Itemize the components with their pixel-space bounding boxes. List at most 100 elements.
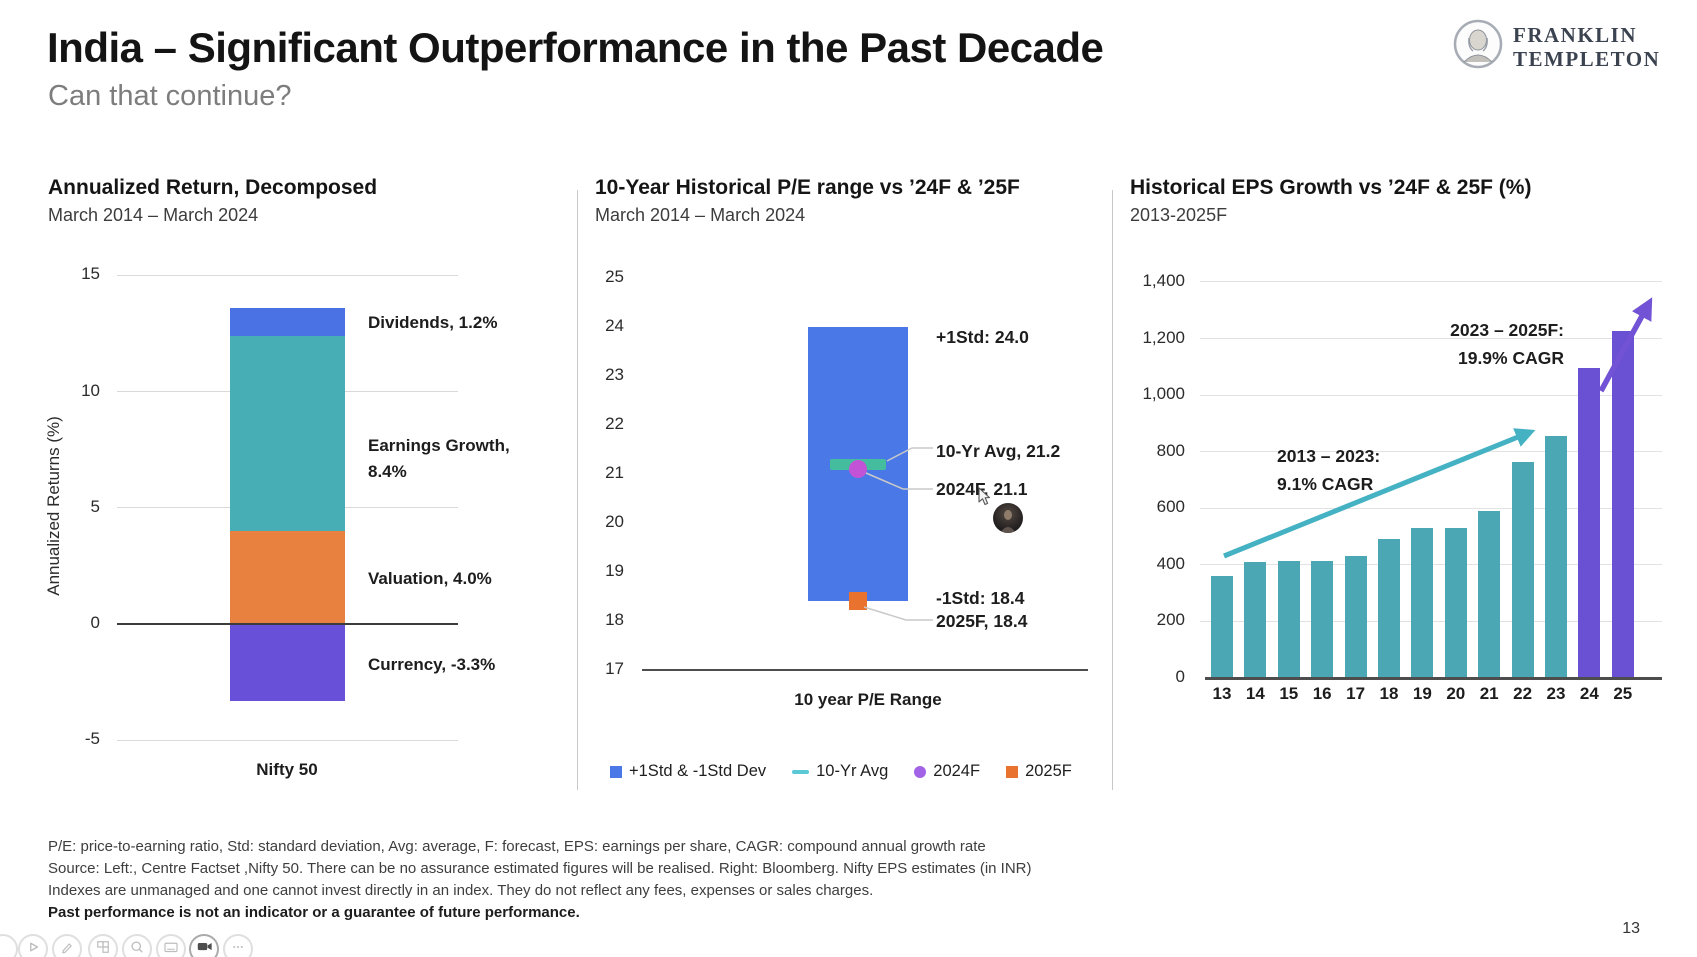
x-tick-label: 23 — [1546, 684, 1566, 703]
y-tick-label: 19 — [605, 561, 624, 580]
chart1-title: Annualized Return, Decomposed — [48, 176, 378, 199]
y-tick-label: 0 — [90, 613, 100, 632]
toolbar-button-hidden[interactable] — [0, 934, 18, 957]
y-tick-label: 1,000 — [1142, 384, 1185, 404]
x-tick-label: 21 — [1479, 684, 1499, 703]
logo-brand-line2: TEMPLETON — [1513, 46, 1661, 71]
pen-button[interactable] — [52, 934, 82, 957]
point-label-2025f: 2025F, 18.4 — [936, 611, 1028, 631]
y-tick-label: 800 — [1156, 440, 1185, 460]
y-axis-title: Annualized Returns (%) — [44, 416, 63, 596]
footnote-definitions: P/E: price-to-earning ratio, Std: standa… — [48, 838, 986, 855]
legend-item: 2025F — [1006, 762, 1072, 781]
eps-bar-17 — [1344, 556, 1367, 678]
eps-bar-18 — [1378, 539, 1400, 678]
chart2-subtitle: March 2014 – March 2024 — [595, 205, 806, 225]
point-label-10-yr-avg: 10-Yr Avg, 21.2 — [936, 441, 1061, 461]
legend-label: +1Std & -1Std Dev — [629, 762, 767, 780]
y-tick-label: 200 — [1156, 610, 1185, 630]
eps-bar-13 — [1211, 576, 1233, 678]
camera-icon — [195, 937, 214, 957]
x-axis-line — [642, 669, 1088, 671]
presenter-video-bubble[interactable] — [993, 503, 1023, 533]
y-tick-label: 23 — [605, 365, 624, 384]
more-button[interactable] — [223, 934, 253, 957]
chart1-subtitle: March 2014 – March 2024 — [48, 205, 259, 225]
magnifier-icon — [128, 938, 146, 957]
x-tick-label: 25 — [1613, 684, 1633, 703]
grid-button[interactable] — [88, 934, 118, 957]
y-tick-label: 21 — [605, 463, 624, 482]
eps-bar-25 — [1611, 331, 1634, 678]
x-tick-label: 17 — [1346, 684, 1366, 703]
eps-bar-15 — [1277, 560, 1300, 678]
bar-segment-valuation — [230, 531, 345, 624]
logo-brand-line1: FRANKLIN — [1513, 22, 1638, 47]
marker-2024f-circle — [849, 460, 867, 479]
bar-segment-dividends — [230, 307, 345, 336]
segment-label-valuation: Valuation, 4.0% — [368, 569, 492, 588]
y-tick-label: -5 — [84, 729, 100, 749]
annotation-line: 19.9% CAGR — [1457, 348, 1564, 368]
legend-marker-square-icon — [610, 765, 622, 778]
chart3-title: Historical EPS Growth vs ’24F & 25F (%) — [1130, 176, 1532, 199]
x-axis-title: 10 year P/E Range — [794, 690, 942, 709]
eps-bar-16 — [1311, 561, 1334, 678]
pen-icon — [58, 938, 76, 957]
eps-bar-23 — [1545, 436, 1567, 678]
x-tick-label: 19 — [1412, 684, 1432, 703]
grid-icon — [94, 938, 112, 957]
camera-button[interactable] — [189, 934, 219, 957]
legend-label: 2025F — [1025, 762, 1072, 780]
annotation-line: 2013 – 2023: — [1277, 446, 1381, 466]
legend-item: +1Std & -1Std Dev — [610, 762, 766, 781]
slideshow-icon — [162, 938, 180, 957]
play-button[interactable] — [18, 934, 48, 957]
presenter-silhouette-icon — [1000, 510, 1016, 533]
footnote-index-disclaimer: Indexes are unmanaged and one cannot inv… — [48, 882, 874, 899]
y-tick-label: 20 — [605, 512, 624, 531]
page-number: 13 — [1622, 920, 1640, 937]
y-tick-label: 15 — [81, 264, 100, 284]
eps-bar-22 — [1511, 461, 1534, 678]
pe-legend: +1Std & -1Std Dev 10-Yr Avg 2024F 2025F — [610, 762, 1072, 781]
y-tick-label: 1,200 — [1142, 327, 1185, 347]
panel-divider-1 — [577, 190, 578, 790]
ellipsis-icon — [229, 938, 247, 957]
point-label--1std: -1Std: 18.4 — [936, 588, 1025, 608]
y-gridline — [117, 274, 458, 276]
panel-divider-2 — [1112, 190, 1113, 790]
x-category-label: Nifty 50 — [256, 760, 318, 779]
eps-bar-21 — [1478, 511, 1501, 678]
annotation-line: 9.1% CAGR — [1277, 474, 1374, 494]
y-tick-label: 18 — [605, 610, 624, 629]
mouse-cursor-icon — [978, 487, 994, 512]
x-tick-label: 24 — [1579, 684, 1599, 703]
legend-marker-square-icon — [1006, 765, 1019, 778]
bar-segment-currency — [230, 624, 345, 701]
x-tick-label: 15 — [1279, 684, 1299, 703]
y-tick-label: 400 — [1156, 553, 1185, 573]
slide-subtitle: Can that continue? — [48, 80, 292, 112]
zoom-button[interactable] — [122, 934, 152, 957]
y-gridline — [1200, 394, 1662, 396]
point-label--1std: +1Std: 24.0 — [936, 327, 1029, 347]
x-tick-label: 16 — [1312, 684, 1332, 703]
slideshow-button[interactable] — [156, 934, 186, 957]
legend-item: 10-Yr Avg — [792, 762, 888, 781]
legend-marker-dash-icon — [792, 769, 810, 774]
y-tick-label: 17 — [605, 659, 624, 678]
y-tick-label: 24 — [605, 316, 624, 335]
annotation-line: 2023 – 2025F: — [1450, 320, 1564, 340]
segment-label-earnings-growth: Earnings Growth, 8.4% — [368, 436, 510, 481]
point-label-2024f: 2024F, 21.1 — [936, 479, 1028, 499]
eps-bar-19 — [1411, 528, 1434, 678]
x-tick-label: 20 — [1446, 684, 1466, 703]
legend-label: 2024F — [933, 762, 981, 780]
legend-marker-circle-icon — [914, 765, 927, 778]
y-gridline — [117, 739, 458, 741]
franklin-templeton-logo: FRANKLIN TEMPLETON — [1452, 18, 1660, 75]
eps-bar-24 — [1578, 368, 1601, 678]
play-icon — [24, 938, 42, 957]
x-tick-label: 18 — [1379, 684, 1399, 703]
